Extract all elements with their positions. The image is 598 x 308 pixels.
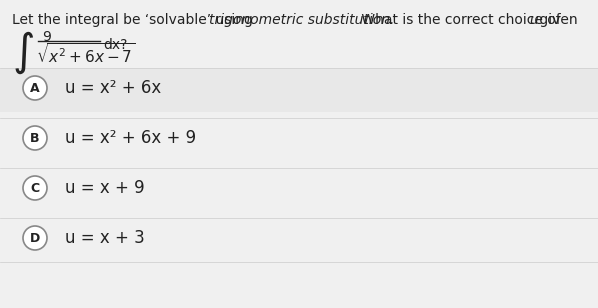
Text: A: A bbox=[30, 82, 40, 95]
Circle shape bbox=[23, 226, 47, 250]
Circle shape bbox=[23, 176, 47, 200]
Text: $\sqrt{x^2+6x-7}$: $\sqrt{x^2+6x-7}$ bbox=[36, 42, 136, 66]
Text: $\int$: $\int$ bbox=[12, 30, 34, 76]
Text: given: given bbox=[535, 13, 578, 27]
Text: 9: 9 bbox=[42, 30, 51, 44]
Text: u = x² + 6x: u = x² + 6x bbox=[65, 79, 161, 97]
Text: C: C bbox=[30, 181, 39, 194]
Text: u = x + 9: u = x + 9 bbox=[65, 179, 145, 197]
Circle shape bbox=[23, 76, 47, 100]
Text: Let the integral be ‘solvable’ using: Let the integral be ‘solvable’ using bbox=[12, 13, 257, 27]
FancyBboxPatch shape bbox=[0, 168, 598, 212]
FancyBboxPatch shape bbox=[0, 218, 598, 262]
Text: u = x² + 6x + 9: u = x² + 6x + 9 bbox=[65, 129, 196, 147]
FancyBboxPatch shape bbox=[0, 68, 598, 112]
Text: dx?: dx? bbox=[103, 38, 127, 52]
FancyBboxPatch shape bbox=[0, 118, 598, 162]
Text: trigonometric substitution.: trigonometric substitution. bbox=[209, 13, 394, 27]
Text: B: B bbox=[30, 132, 39, 144]
Text: u: u bbox=[529, 13, 538, 27]
Circle shape bbox=[23, 126, 47, 150]
Text: D: D bbox=[30, 232, 40, 245]
Text: u = x + 3: u = x + 3 bbox=[65, 229, 145, 247]
Text: What is the correct choice of: What is the correct choice of bbox=[357, 13, 565, 27]
